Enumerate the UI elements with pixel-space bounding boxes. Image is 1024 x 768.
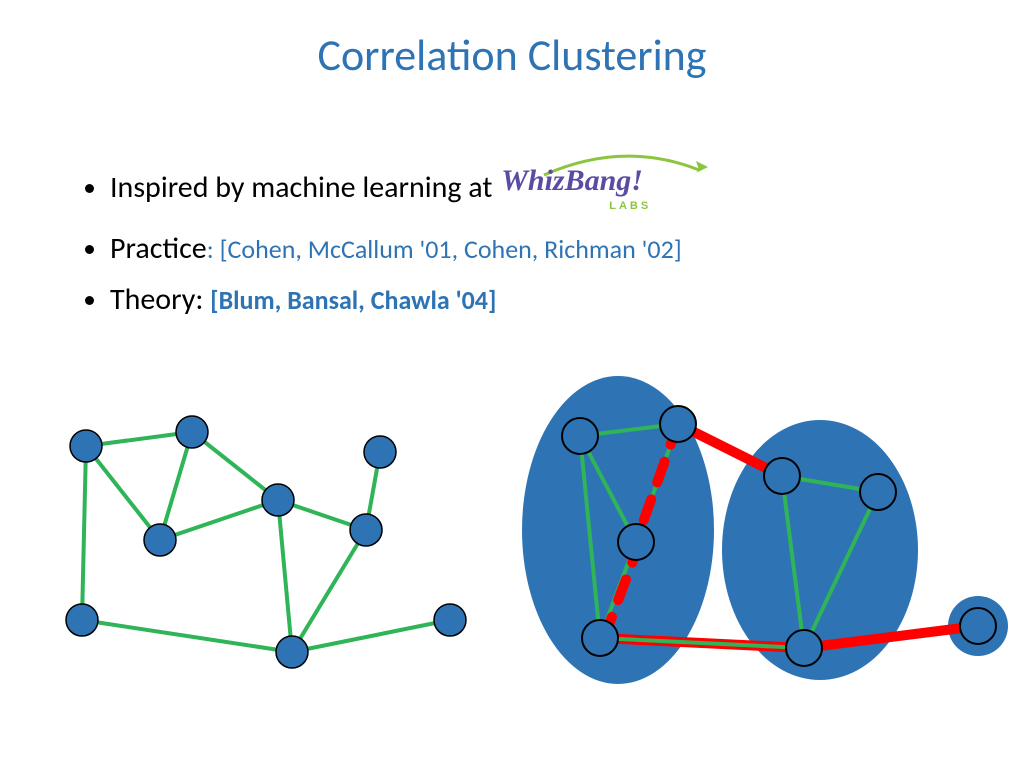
graph-node [582,620,618,656]
graph-node [960,608,996,644]
bullet-1-lead: Inspired by machine learning at [110,169,499,206]
graph-node [364,436,396,468]
graph-node [70,430,102,462]
graph-edge [82,620,292,652]
graph-edge [86,446,160,540]
graph-edge [278,500,292,652]
graph-node [434,604,466,636]
graph-node [786,630,822,666]
graph-node [262,484,294,516]
graph-node [350,514,382,546]
whizbang-labs: LABS [609,200,651,212]
slide: Correlation Clustering Inspired by machi… [0,0,1024,768]
bullet-list: Inspired by machine learning at WhizBang… [70,164,990,332]
bullet-2: Practice: [Cohen, McCallum '01, Cohen, R… [110,230,990,267]
whizbang-text: WhizBang! [501,164,643,198]
graph-node [144,524,176,556]
graph-node [860,474,896,510]
left-graph [30,390,470,690]
graph-edge [292,620,450,652]
graph-node [176,416,208,448]
slide-title: Correlation Clustering [0,28,1024,82]
bullet-3: Theory: [Blum, Bansal, Chawla '04] [110,281,990,318]
graph-edge [82,446,86,620]
graph-node [660,406,696,442]
bullet-3-citation: [Blum, Bansal, Chawla '04] [210,284,496,316]
graph-node [66,604,98,636]
graph-node [562,418,598,454]
graph-edge [160,432,192,540]
right-graph [502,360,1012,690]
graph-node [276,636,308,668]
graph-edge [292,530,366,652]
bullet-3-lead: Theory: [110,281,210,318]
bullet-1: Inspired by machine learning at WhizBang… [110,164,990,216]
graph-node [618,524,654,560]
whizbang-logo: WhizBang! LABS [499,164,709,216]
bullet-2-lead: Practice [110,230,207,267]
bullet-2-citation: : [Cohen, McCallum '01, Cohen, Richman '… [207,233,682,265]
graph-node [764,458,800,494]
graph-edge [160,500,278,540]
